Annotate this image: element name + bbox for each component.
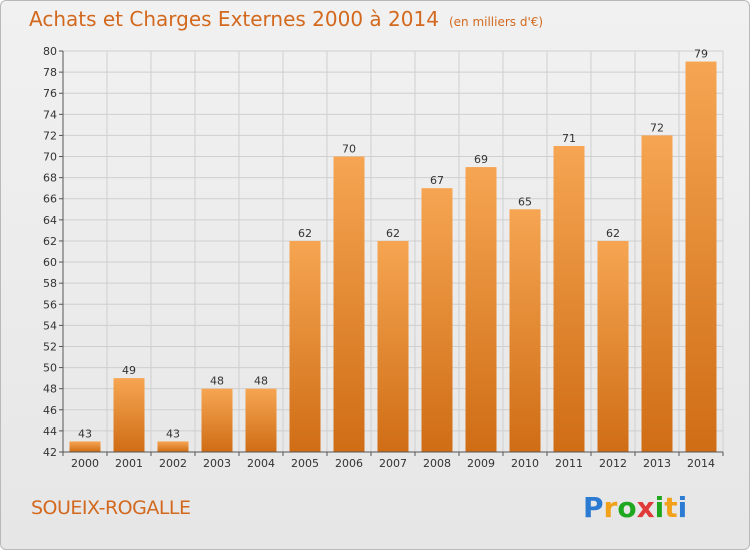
bar (113, 378, 145, 452)
bar (201, 388, 233, 452)
y-tick-label: 46 (43, 404, 57, 417)
y-tick-label: 48 (43, 383, 57, 396)
bar (333, 156, 365, 453)
logo-letter: t (664, 491, 678, 524)
x-tick-label: 2004 (247, 457, 275, 470)
logo-letter: r (603, 491, 618, 524)
data-label: 65 (518, 195, 532, 208)
x-tick-label: 2010 (511, 457, 539, 470)
commune-name: SOUEIX-ROGALLE (31, 497, 191, 519)
y-tick-label: 52 (43, 340, 57, 353)
bar (245, 388, 277, 452)
bar (289, 240, 321, 452)
chart-title: Achats et Charges Externes 2000 à 2014 (e… (29, 7, 543, 31)
data-label: 62 (386, 227, 400, 240)
y-tick-label: 72 (43, 129, 57, 142)
x-tick-label: 2014 (687, 457, 715, 470)
bar (641, 135, 673, 452)
bar (69, 441, 101, 452)
x-tick-label: 2000 (71, 457, 99, 470)
data-label: 69 (474, 153, 488, 166)
bar (553, 145, 585, 452)
data-label: 71 (562, 132, 576, 145)
x-tick-label: 2008 (423, 457, 451, 470)
y-tick-label: 64 (43, 214, 57, 227)
y-tick-label: 80 (43, 45, 57, 58)
bar (597, 240, 629, 452)
data-label: 49 (122, 364, 136, 377)
data-label: 62 (606, 227, 620, 240)
y-tick-label: 78 (43, 66, 57, 79)
data-label: 43 (166, 427, 180, 440)
logo-letter: i (654, 491, 665, 524)
x-tick-label: 2002 (159, 457, 187, 470)
y-tick-label: 70 (43, 151, 57, 164)
bar (465, 167, 497, 452)
y-tick-label: 62 (43, 235, 57, 248)
logo-letter: i (677, 491, 688, 524)
y-tick-label: 44 (43, 425, 57, 438)
logo-letter: o (617, 491, 637, 524)
x-tick-label: 2011 (555, 457, 583, 470)
data-label: 79 (694, 48, 708, 61)
data-label: 48 (210, 375, 224, 388)
data-label: 43 (78, 427, 92, 440)
x-tick-label: 2003 (203, 457, 231, 470)
data-label: 72 (650, 121, 664, 134)
bar (421, 188, 453, 452)
y-tick-label: 56 (43, 298, 57, 311)
chart-title-text: Achats et Charges Externes 2000 à 2014 (29, 7, 439, 31)
logo-letter: P (583, 491, 604, 524)
y-tick-label: 42 (43, 446, 57, 459)
data-label: 67 (430, 174, 444, 187)
y-tick-label: 68 (43, 172, 57, 185)
y-tick-label: 74 (43, 108, 57, 121)
chart-title-unit: (en milliers d'€) (448, 15, 544, 29)
proxiti-logo: Proxiti (583, 491, 687, 524)
x-tick-label: 2005 (291, 457, 319, 470)
logo-letter: x (636, 491, 655, 524)
y-tick-label: 76 (43, 87, 57, 100)
data-label: 48 (254, 375, 268, 388)
data-label: 62 (298, 227, 312, 240)
data-label: 70 (342, 143, 356, 156)
bar (157, 441, 189, 452)
y-tick-label: 66 (43, 193, 57, 206)
x-tick-label: 2006 (335, 457, 363, 470)
axes: 42 44 46 48 50 52 54 56 58 60 62 64 66 68 70 72 74 76 78 80… (43, 45, 724, 470)
x-tick-label: 2013 (643, 457, 671, 470)
x-tick-label: 2012 (599, 457, 627, 470)
y-tick-label: 60 (43, 256, 57, 269)
x-tick-label: 2007 (379, 457, 407, 470)
x-tick-label: 2009 (467, 457, 495, 470)
bars: 43 49 43 48 48 62 70 62 67 69 65 71 62 72 79 (69, 48, 717, 453)
y-tick-label: 54 (43, 319, 57, 332)
bar (377, 240, 409, 452)
bar (685, 61, 717, 452)
x-tick-label: 2001 (115, 457, 143, 470)
y-tick-label: 58 (43, 277, 57, 290)
bar (509, 209, 541, 452)
y-tick-label: 50 (43, 362, 57, 375)
